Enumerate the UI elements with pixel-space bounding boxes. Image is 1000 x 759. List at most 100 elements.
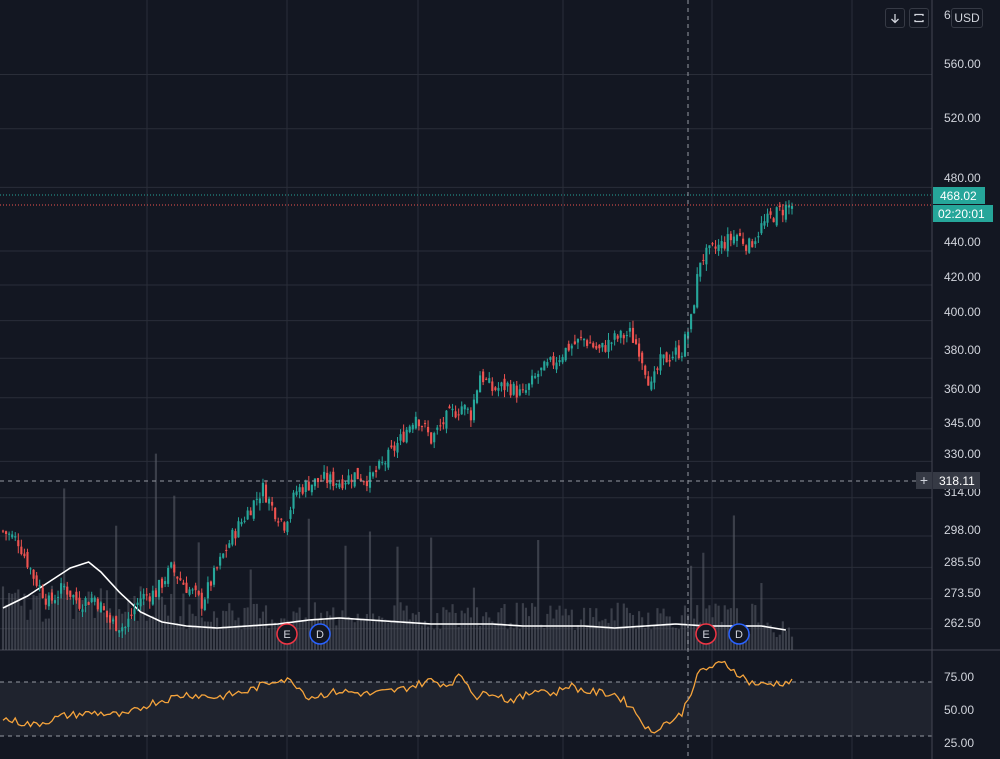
- candle: [225, 544, 228, 558]
- earnings-marker[interactable]: E: [695, 623, 717, 645]
- candle: [702, 254, 705, 265]
- volume-bar: [35, 595, 38, 650]
- candle: [243, 516, 246, 524]
- volume-bar: [659, 613, 662, 650]
- dividend-marker[interactable]: D: [309, 623, 331, 645]
- volume-bar: [304, 617, 307, 650]
- rsi-axis[interactable]: 75.00 50.00 25.00: [944, 670, 974, 750]
- candle: [475, 389, 479, 405]
- candle: [647, 371, 650, 386]
- volume-bar: [191, 613, 194, 650]
- candle: [592, 341, 595, 349]
- volume-bar: [506, 629, 509, 650]
- candle: [160, 576, 164, 594]
- candle: [579, 330, 583, 341]
- volume-bar: [760, 583, 763, 650]
- earnings-marker[interactable]: E: [276, 623, 298, 645]
- candle: [252, 499, 255, 521]
- candle: [781, 204, 784, 223]
- candle: [454, 405, 457, 419]
- volume-bar: [671, 627, 674, 650]
- candle: [332, 467, 335, 491]
- candle: [680, 352, 683, 362]
- volume-bar: [185, 629, 188, 650]
- volume-bar: [362, 620, 365, 650]
- candle: [683, 331, 687, 358]
- volume-bar: [518, 628, 521, 650]
- price-tick: 480.00: [944, 171, 981, 185]
- volume-bar: [439, 628, 442, 650]
- volume-bar: [561, 615, 564, 650]
- candle: [763, 214, 766, 230]
- candle: [185, 576, 188, 594]
- candle: [732, 230, 735, 246]
- volume-bar: [745, 634, 748, 650]
- volume-bar: [234, 620, 237, 650]
- volume-bar: [781, 621, 784, 650]
- rsi-band-fill: [0, 682, 932, 736]
- volume-bar: [133, 595, 136, 650]
- volume-bar: [784, 631, 787, 650]
- arrow-down-icon[interactable]: [885, 8, 905, 28]
- currency-button[interactable]: USD: [951, 8, 983, 28]
- volume-bar: [102, 612, 105, 650]
- candle: [264, 480, 268, 503]
- volume-bar: [252, 603, 255, 650]
- volume-bar: [298, 607, 301, 650]
- candle: [625, 330, 628, 343]
- volume-bar: [50, 585, 54, 650]
- volume-bar: [154, 453, 157, 650]
- volume-bar: [399, 602, 402, 650]
- volume-bar: [78, 611, 81, 650]
- candle: [63, 583, 66, 590]
- candle: [267, 496, 271, 511]
- candle: [286, 520, 289, 536]
- candle: [105, 610, 109, 623]
- candle: [433, 431, 436, 449]
- volume-bar: [301, 620, 304, 650]
- volume-bar: [552, 618, 555, 650]
- candle: [4, 530, 8, 541]
- candle: [53, 594, 57, 604]
- volume-bar: [84, 606, 87, 650]
- candle: [35, 571, 38, 588]
- volume-bar: [14, 592, 17, 650]
- volume-bar: [497, 612, 500, 650]
- candle: [209, 580, 213, 591]
- candle: [436, 424, 439, 435]
- candle: [543, 360, 546, 371]
- candle: [653, 366, 656, 390]
- candle: [81, 604, 84, 618]
- volume-bar: [775, 637, 778, 650]
- price-tick: 273.50: [944, 586, 981, 600]
- volume-bar: [69, 598, 72, 650]
- refresh-icon[interactable]: [909, 8, 929, 28]
- candle: [442, 416, 445, 430]
- candle: [313, 478, 317, 490]
- volume-bar: [478, 625, 482, 650]
- volume-bar: [650, 629, 653, 650]
- candle: [766, 208, 769, 227]
- volume-bar: [576, 625, 580, 650]
- candle: [240, 518, 243, 527]
- candle: [595, 342, 598, 351]
- price-axis[interactable]: 60 560.00 520.00 480.00 440.00 420.00 40…: [944, 8, 981, 630]
- candle: [555, 356, 558, 374]
- volume-bar: [212, 611, 216, 650]
- candle: [760, 216, 763, 236]
- volume-bar: [384, 619, 387, 650]
- candle: [118, 630, 121, 638]
- candle: [173, 561, 176, 577]
- volume-bar: [638, 611, 641, 650]
- volume-bar: [359, 619, 362, 650]
- candle: [387, 447, 390, 470]
- volume-bar: [573, 629, 576, 650]
- volume-bar: [748, 633, 751, 650]
- candle: [488, 372, 491, 384]
- dividend-marker[interactable]: D: [728, 623, 750, 645]
- candle: [14, 532, 17, 542]
- volume-bar: [118, 609, 121, 650]
- candle: [726, 227, 729, 257]
- volume-bar: [170, 593, 173, 650]
